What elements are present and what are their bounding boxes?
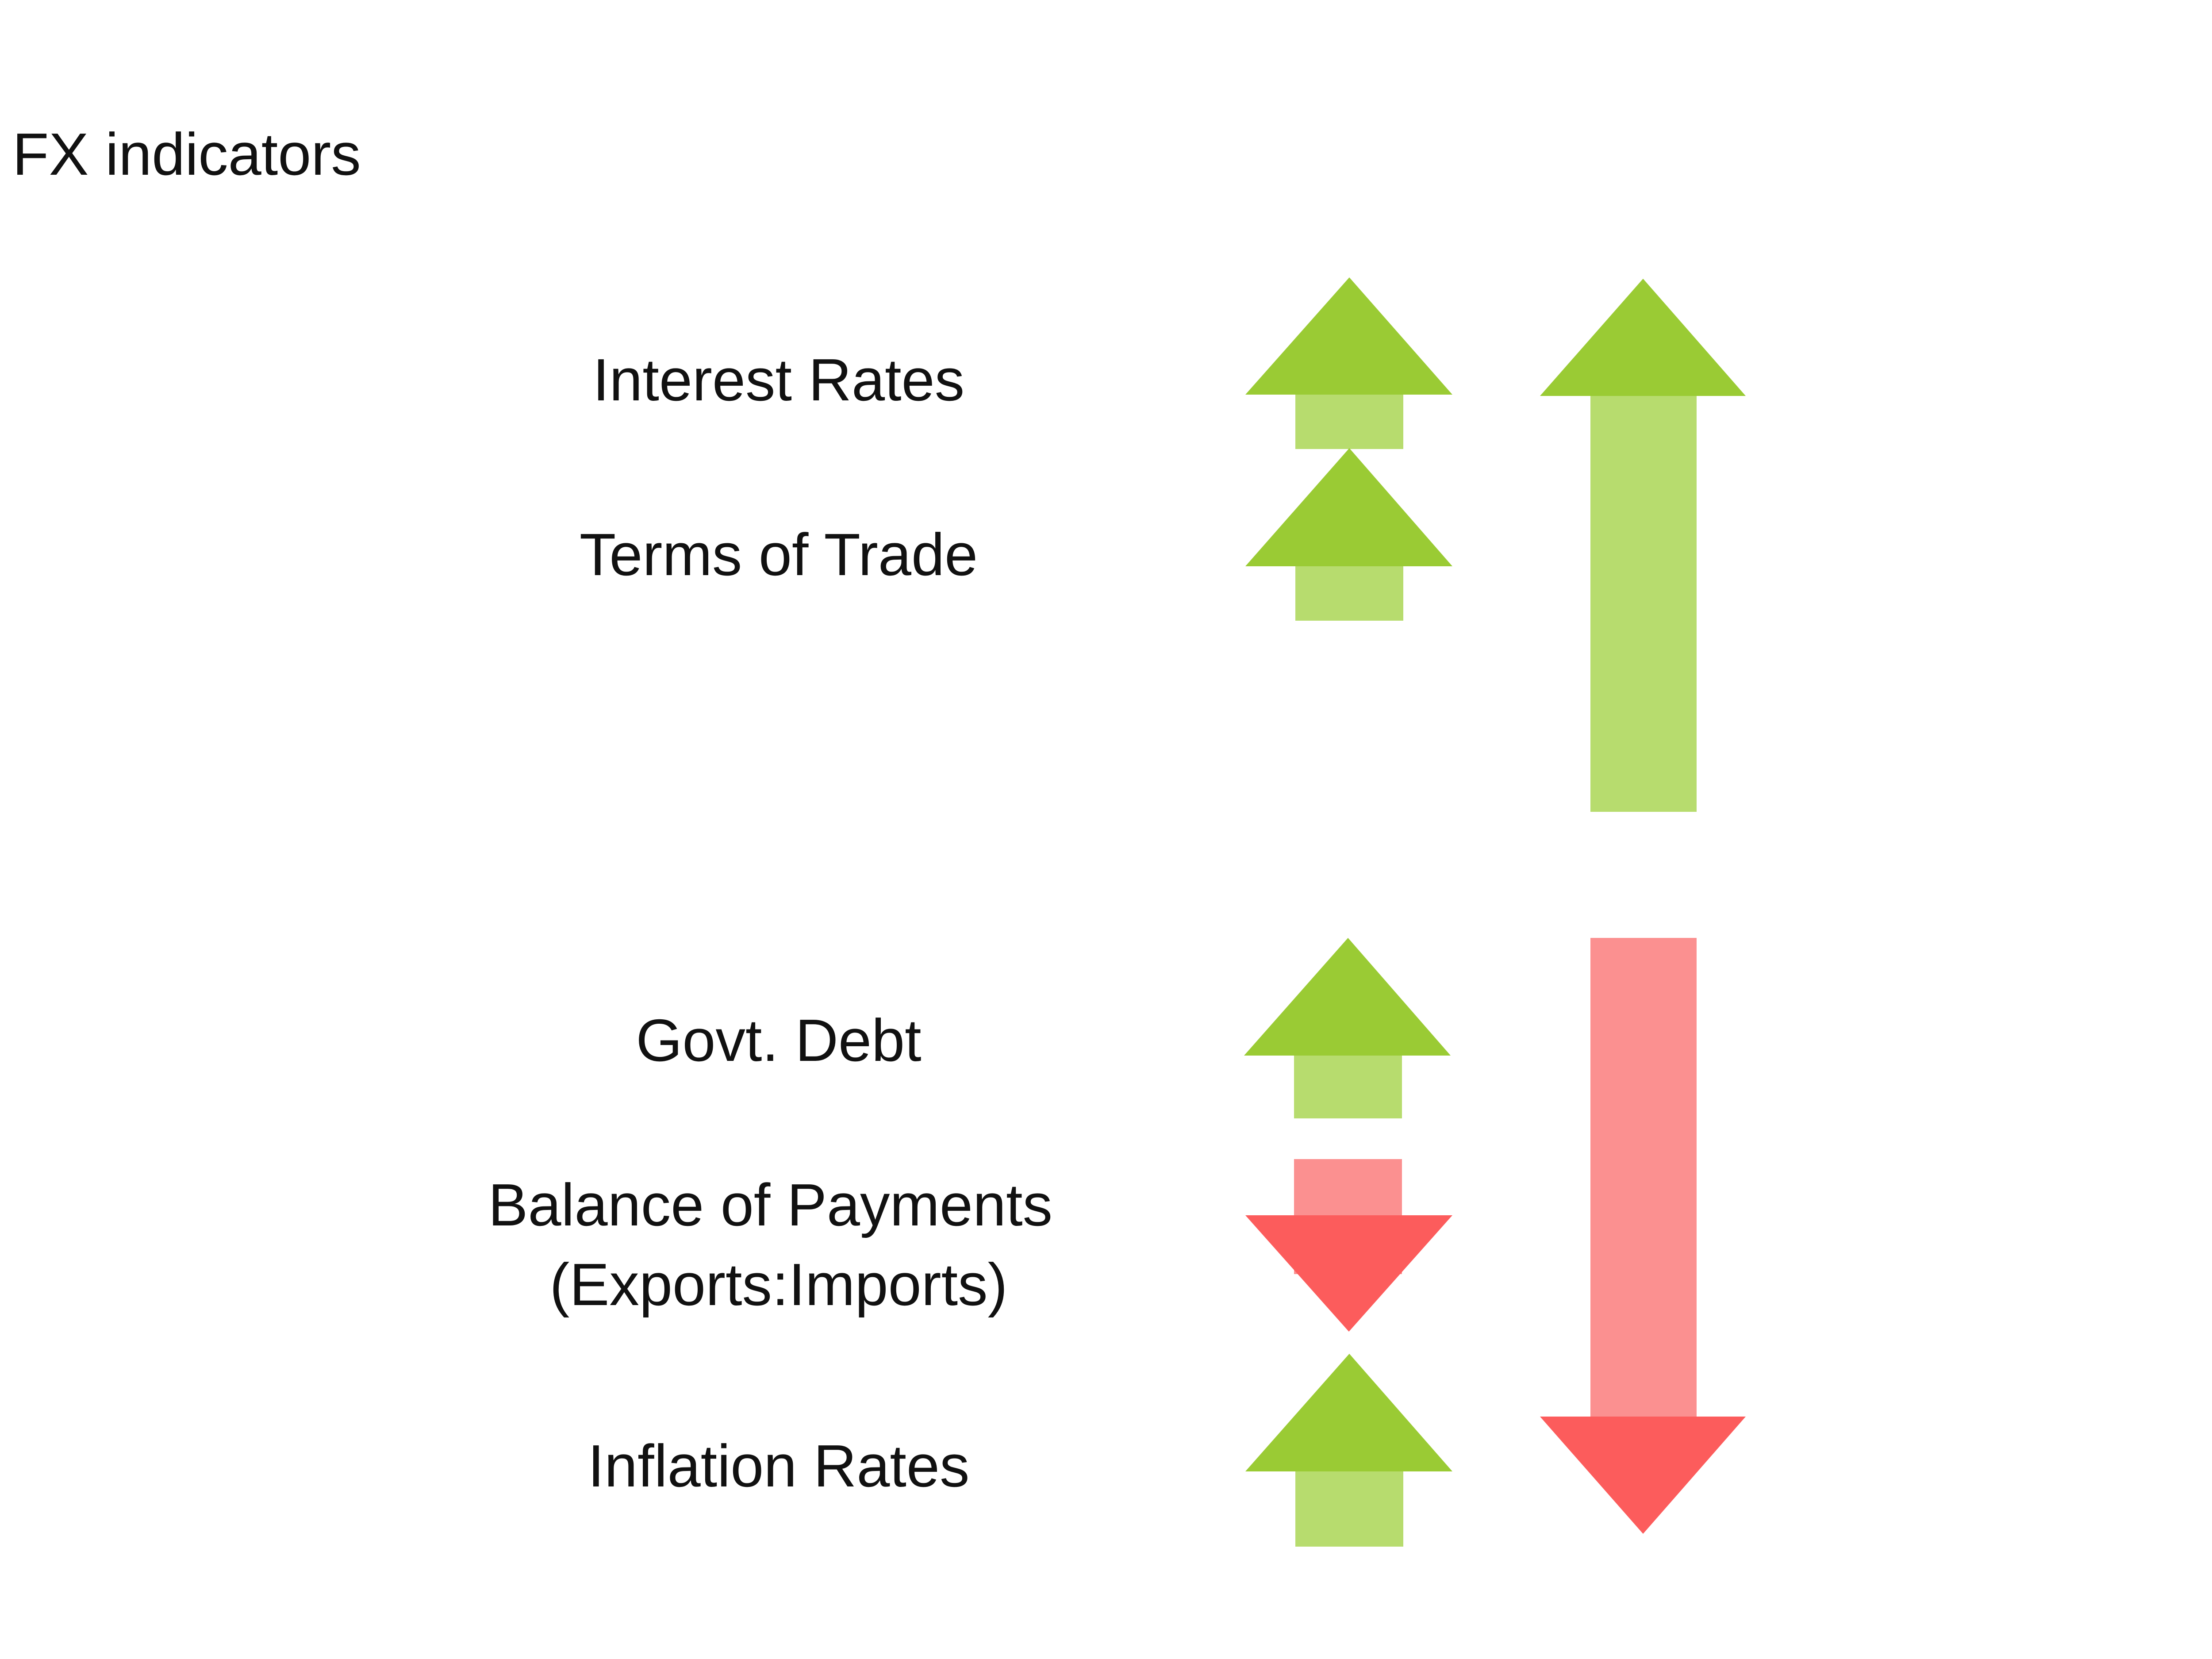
up-arrow-icon-govt-debt (1244, 938, 1451, 1118)
up-arrow-icon-terms-of-trade (1245, 448, 1452, 621)
down-arrow-icon-balance-of-payments (1245, 1159, 1452, 1332)
indicator-label-inflation-rates: Inflation Rates (588, 1432, 970, 1499)
indicator-label-line: Inflation Rates (588, 1432, 970, 1499)
indicator-label-interest-rates: Interest Rates (593, 346, 964, 413)
indicator-label-balance-of-payments: Balance of Payments (Exports:Imports) (488, 1171, 1069, 1318)
indicator-label-line: Balance of Payments (488, 1171, 1052, 1238)
large-up-arrow-icon (1540, 279, 1746, 812)
diagram-title: FX indicators (12, 121, 361, 188)
up-arrow-icon-inflation-rates (1245, 1354, 1452, 1547)
large-down-arrow-icon (1540, 938, 1746, 1534)
indicator-label-line: (Exports:Imports) (549, 1251, 1007, 1318)
indicator-label-line: Terms of Trade (580, 521, 978, 588)
indicator-label-line: Govt. Debt (636, 1007, 921, 1074)
indicator-label-line: Interest Rates (593, 346, 964, 413)
up-arrow-icon-interest-rates (1245, 277, 1452, 449)
indicator-label-govt-debt: Govt. Debt (636, 1007, 921, 1074)
indicator-label-terms-of-trade: Terms of Trade (580, 521, 978, 588)
